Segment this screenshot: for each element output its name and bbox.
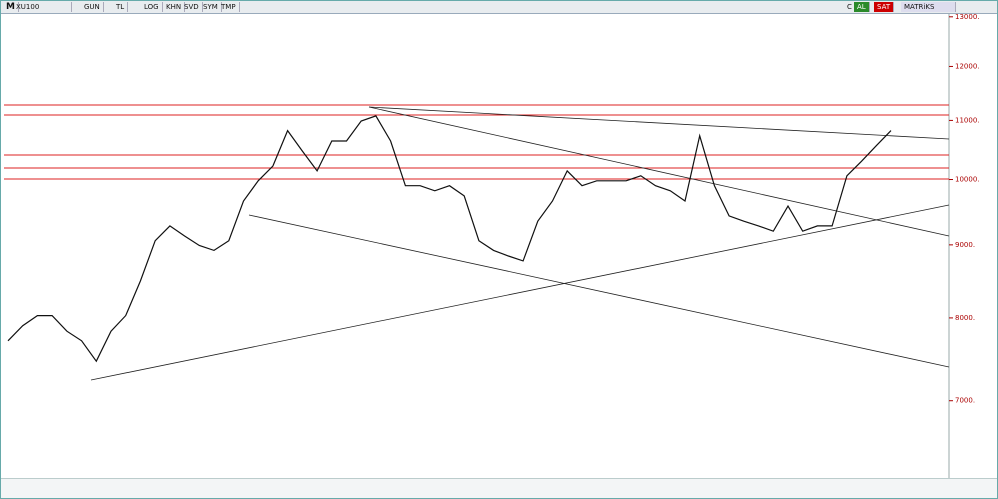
y-tick-label: 12000. <box>955 62 980 70</box>
symbol-field[interactable]: XU100 <box>13 2 72 12</box>
y-tick-label: 8000. <box>955 314 975 322</box>
trend-lines <box>90 106 950 381</box>
logo: M <box>3 2 19 12</box>
currency-button[interactable]: TL <box>113 2 129 12</box>
chart: 7000.8000.9000.10000.11000.12000.13000.2… <box>4 14 980 478</box>
log-button[interactable]: LOG <box>141 2 163 12</box>
y-tick-label: 10000. <box>955 176 980 184</box>
trend-line <box>90 204 950 381</box>
footer-bar <box>1 478 997 498</box>
tmp-button[interactable]: TMP <box>218 2 240 12</box>
svd-button[interactable]: SVD <box>181 2 203 12</box>
y-tick-label: 7000. <box>955 397 975 405</box>
y-tick-label: 11000. <box>955 116 980 124</box>
y-tick-label: 13000. <box>955 14 980 21</box>
y-tick-label: 9000. <box>955 241 975 249</box>
price-line <box>7 115 892 363</box>
sym-button[interactable]: SYM <box>200 2 222 12</box>
toolbar: M XU100 GUN TL LOG KHN SVD SYM TMP C AL … <box>1 1 997 14</box>
trend-line <box>368 106 950 237</box>
brand-button[interactable]: MATRiKS <box>901 2 956 12</box>
trend-line <box>368 106 950 140</box>
sell-button[interactable]: SAT <box>874 2 895 12</box>
buy-button[interactable]: AL <box>854 2 870 12</box>
trend-line <box>248 214 950 368</box>
khn-button[interactable]: KHN <box>163 2 186 12</box>
period-button[interactable]: GUN <box>81 2 104 12</box>
level-lines <box>4 104 949 180</box>
